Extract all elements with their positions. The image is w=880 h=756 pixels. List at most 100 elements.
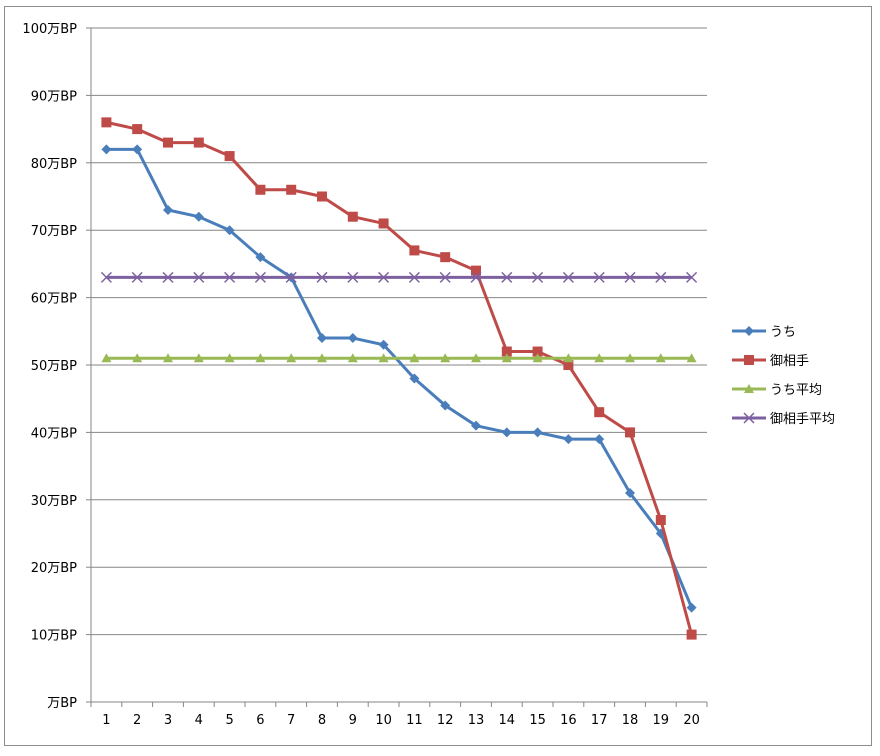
- data-point-series-2: [286, 184, 297, 195]
- data-point-series-2: [378, 218, 389, 229]
- data-point-series-4: [686, 271, 698, 283]
- data-point-series-2: [440, 252, 451, 263]
- x-tick-label: 3: [164, 713, 172, 728]
- data-point-series-1: [163, 204, 173, 215]
- x-tick-label: 11: [406, 713, 423, 728]
- data-point-series-3: [163, 353, 173, 363]
- x-tick-label: 12: [437, 713, 454, 728]
- series-line-1: [106, 147, 693, 609]
- data-point-series-1: [378, 339, 389, 350]
- data-point-series-4: [532, 271, 544, 283]
- data-point-series-4: [378, 271, 390, 283]
- data-point-series-2: [101, 117, 112, 128]
- x-tick-label: 18: [622, 713, 639, 728]
- data-point-series-3: [193, 353, 204, 363]
- data-point-series-4: [408, 271, 420, 283]
- x-tick-label: 4: [195, 713, 203, 728]
- data-point-series-4: [193, 271, 205, 283]
- legend-marker: [744, 384, 754, 393]
- x-tick-label: 2: [133, 713, 141, 728]
- y-tick-label: 100万BP: [22, 22, 77, 37]
- chart-frame: [4, 6, 872, 746]
- data-point-series-1: [471, 420, 481, 431]
- data-point-series-4: [347, 271, 359, 283]
- data-point-series-3: [594, 353, 605, 363]
- data-point-series-2: [594, 407, 605, 418]
- data-point-series-3: [378, 353, 389, 363]
- data-point-series-1: [347, 333, 358, 344]
- x-tick-label: 9: [349, 713, 357, 728]
- data-point-series-3: [501, 353, 512, 363]
- data-point-series-3: [347, 353, 358, 363]
- y-tick-label: 80万BP: [31, 157, 77, 172]
- data-point-series-3: [532, 353, 543, 363]
- legend-label: うち: [770, 325, 796, 340]
- data-point-series-2: [563, 360, 574, 370]
- data-point-series-2: [347, 211, 358, 222]
- x-tick-label: 7: [287, 713, 295, 728]
- x-tick-label: 20: [683, 713, 700, 728]
- data-point-series-4: [655, 271, 667, 283]
- data-point-series-1: [132, 144, 143, 155]
- data-point-series-3: [132, 353, 143, 363]
- y-tick-label: 90万BP: [31, 89, 77, 104]
- data-point-series-2: [224, 151, 235, 162]
- data-point-series-1: [255, 252, 266, 263]
- data-point-series-1: [409, 373, 420, 384]
- x-tick-label: 6: [256, 713, 264, 728]
- x-tick-label: 16: [560, 713, 577, 728]
- legend-marker: [744, 326, 754, 336]
- data-point-series-1: [532, 427, 543, 438]
- y-tick-label: 10万BP: [31, 629, 77, 644]
- data-point-series-4: [100, 271, 112, 283]
- data-point-series-2: [532, 346, 543, 357]
- legend-label: うち平均: [770, 383, 822, 398]
- data-point-series-2: [163, 137, 173, 148]
- y-tick-label: 30万BP: [31, 494, 77, 509]
- legend-label: 御相手: [770, 354, 809, 369]
- y-tick-label: 万BP: [47, 696, 77, 711]
- data-point-series-4: [624, 271, 636, 283]
- data-point-series-4: [131, 271, 143, 283]
- x-tick-label: 15: [529, 713, 546, 728]
- data-point-series-1: [101, 144, 112, 155]
- data-point-series-2: [471, 265, 481, 276]
- data-point-series-3: [686, 353, 697, 363]
- data-point-series-1: [193, 211, 204, 222]
- data-point-series-3: [224, 353, 235, 363]
- y-tick-label: 50万BP: [31, 359, 77, 374]
- data-point-series-1: [686, 602, 697, 613]
- x-tick-label: 17: [591, 713, 608, 728]
- legend-marker: [744, 355, 754, 365]
- data-point-series-4: [316, 271, 328, 283]
- data-point-series-3: [563, 353, 574, 363]
- data-point-series-3: [317, 353, 327, 363]
- data-point-series-3: [440, 353, 451, 363]
- data-point-series-1: [563, 434, 574, 445]
- data-point-series-4: [593, 271, 605, 283]
- data-point-series-2: [255, 184, 266, 195]
- data-point-series-1: [594, 434, 605, 445]
- x-tick-label: 14: [499, 713, 516, 728]
- data-point-series-1: [317, 333, 327, 344]
- data-point-series-2: [132, 124, 143, 135]
- y-tick-label: 60万BP: [31, 292, 77, 307]
- data-point-series-4: [224, 271, 236, 283]
- data-point-series-4: [439, 271, 451, 283]
- x-tick-label: 13: [468, 713, 485, 728]
- x-tick-label: 8: [318, 713, 326, 728]
- data-point-series-4: [285, 271, 297, 283]
- series-line-2: [106, 120, 694, 635]
- x-tick-label: 5: [225, 713, 233, 728]
- data-point-series-2: [655, 515, 666, 526]
- y-tick-label: 40万BP: [31, 426, 77, 441]
- data-point-series-4: [562, 271, 574, 283]
- legend-marker: [743, 412, 755, 424]
- legend-label: 御相手平均: [770, 412, 835, 427]
- data-point-series-3: [286, 353, 297, 363]
- data-point-series-1: [224, 225, 235, 236]
- data-point-series-3: [409, 353, 420, 363]
- data-point-series-2: [625, 427, 635, 438]
- x-tick-label: 10: [375, 713, 392, 728]
